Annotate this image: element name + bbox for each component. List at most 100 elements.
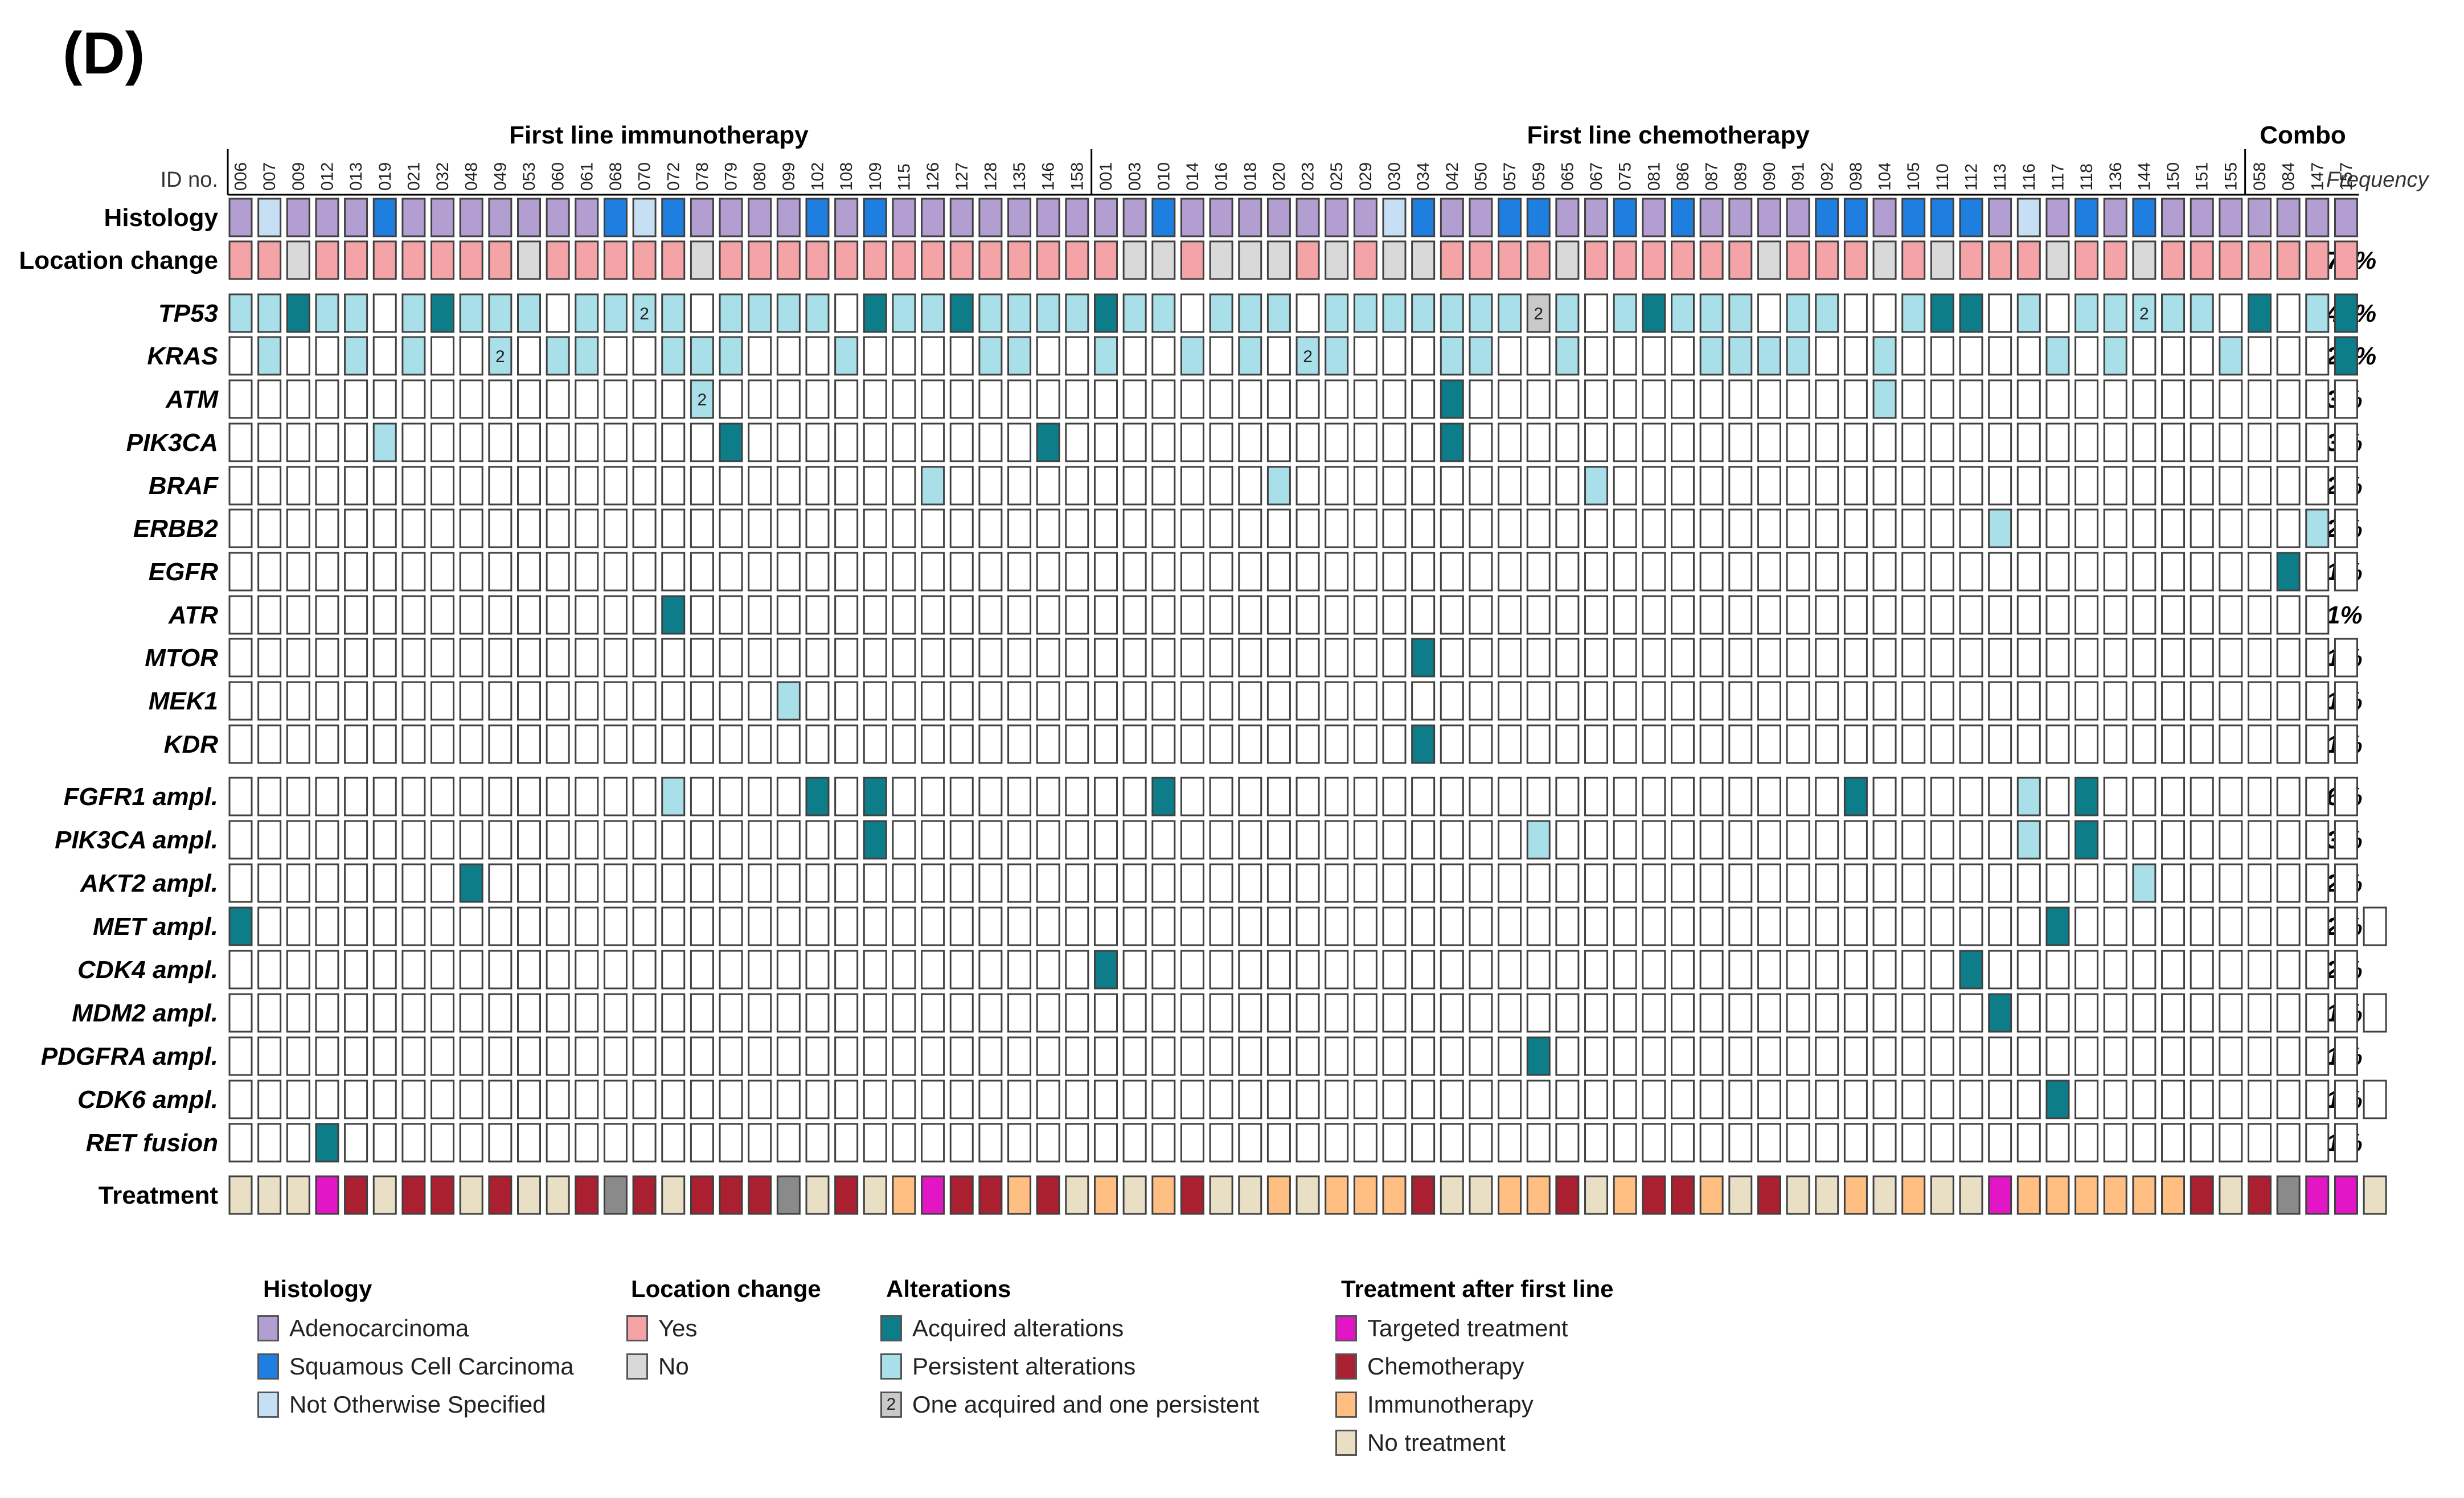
gene-cell-mek1-068 (603, 681, 628, 721)
location-cell-053 (517, 240, 541, 280)
gene-cell-mek1-151 (2190, 681, 2214, 721)
gene-cell-pik3ca-032 (431, 422, 455, 462)
location-cell-023 (1295, 240, 1320, 280)
gene-cell-pik3ca-053 (517, 422, 541, 462)
gene-label-mdm2-ampl: MDM2 ampl. (72, 999, 218, 1027)
gene-cell-akt2-ampl-003 (1122, 863, 1147, 903)
gene-cell-ret-fusion-084 (2276, 1123, 2301, 1163)
gene-cell-mdm2-ampl-053 (517, 993, 541, 1033)
gene-cell-egfr-029 (1353, 552, 1377, 592)
gene-cell-pik3ca-ampl-084 (2276, 820, 2301, 860)
gene-cell-cdk6-ampl-019 (372, 1080, 397, 1119)
gene-cell-mek1-092 (1815, 681, 1839, 721)
gene-cell-cdk6-ampl-079 (719, 1080, 743, 1119)
gene-cell-met-ampl-090 (1757, 906, 1781, 946)
gene-cell-mtor-155 (2219, 638, 2243, 678)
gene-cell-erbb2-144 (2132, 508, 2156, 548)
location-cell-020 (1266, 240, 1291, 280)
gene-cell-braf-092 (1815, 466, 1839, 506)
gene-cell-cdk4-ampl-116 (2016, 950, 2041, 990)
gene-cell-cdk6-ampl-030 (1382, 1080, 1407, 1119)
gene-cell-kdr-034 (1411, 724, 1436, 764)
gene-label-cdk6-ampl: CDK6 ampl. (77, 1086, 218, 1114)
gene-cell-pik3ca-ampl-155 (2219, 820, 2243, 860)
gene-cell-cdk6-ampl-099 (776, 1080, 801, 1119)
gene-cell-atm-019 (372, 379, 397, 419)
gene-cell-egfr-050 (1469, 552, 1493, 592)
gene-cell-pdgfra-ampl-029 (1353, 1036, 1377, 1076)
gene-cell-pik3ca-059 (1526, 422, 1551, 462)
gene-cell-braf-117 (2045, 466, 2070, 506)
location-cell-091 (1786, 240, 1810, 280)
gene-cell-tp53-089 (1728, 293, 1753, 333)
gene-cell-pik3ca-ampl-080 (748, 820, 772, 860)
gene-cell-atm-042 (1440, 379, 1464, 419)
gene-cell-met-ampl-042 (1440, 906, 1464, 946)
gene-cell-cdk6-ampl-016 (1209, 1080, 1233, 1119)
location-cell-117 (2045, 240, 2070, 280)
gene-cell-egfr-016 (1209, 552, 1233, 592)
gene-cell-braf-112 (1959, 466, 1983, 506)
gene-cell-atm-081 (1642, 379, 1666, 419)
gene-cell-atm-092 (1815, 379, 1839, 419)
gene-cell-erbb2-105 (1901, 508, 1926, 548)
gene-cell-atm-126 (921, 379, 945, 419)
gene-cell-kras-070 (632, 336, 657, 376)
gene-cell-akt2-ampl-075 (1613, 863, 1637, 903)
gene-cell-mek1-079 (719, 681, 743, 721)
gene-cell-braf-019 (372, 466, 397, 506)
patient-id-012: 012 (318, 162, 337, 191)
gene-cell-erbb2-116 (2016, 508, 2041, 548)
gene-cell-mdm2-ampl-117 (2045, 993, 2070, 1033)
gene-cell-met-ampl-010 (1151, 906, 1176, 946)
gene-cell-kdr-127 (949, 724, 974, 764)
patient-id-155: 155 (2221, 162, 2240, 191)
gene-cell-cdk4-ampl-089 (1728, 950, 1753, 990)
gene-cell-erbb2-118 (2074, 508, 2099, 548)
location-cell-099 (776, 240, 801, 280)
gene-cell-pdgfra-ampl-081 (1642, 1036, 1666, 1076)
gene-cell-braf-110 (1930, 466, 1954, 506)
gene-cell-egfr-126 (921, 552, 945, 592)
gene-cell-met-ampl-030 (1382, 906, 1407, 946)
gene-cell-egfr-115 (892, 552, 916, 592)
gene-cell-cdk4-ampl-061 (575, 950, 599, 990)
gene-cell-fgfr1-ampl-049 (488, 777, 513, 816)
gene-cell-atr-084 (2276, 595, 2301, 635)
patient-id-147: 147 (2308, 162, 2327, 191)
gene-cell-fgfr1-ampl-058 (2248, 777, 2272, 816)
gene-cell-pdgfra-ampl-030 (1382, 1036, 1407, 1076)
gene-cell-erbb2-020 (1266, 508, 1291, 548)
location-cell-118 (2074, 240, 2099, 280)
treatment-cell-068 (603, 1175, 628, 1215)
gene-cell-cdk4-ampl-057 (1498, 950, 1522, 990)
gene-cell-fgfr1-ampl-016 (1209, 777, 1233, 816)
gene-cell-egfr-108 (834, 552, 859, 592)
gene-label-tp53: TP53 (158, 299, 218, 327)
gene-cell-akt2-ampl-084 (2276, 863, 2301, 903)
gene-cell-kras-075 (1613, 336, 1637, 376)
patient-id-006: 006 (232, 162, 251, 191)
histology-cell-068 (603, 198, 628, 237)
gene-cell-tp53-081 (1642, 293, 1666, 333)
location-cell-059 (1526, 240, 1551, 280)
histology-cell-113 (1988, 198, 2012, 237)
gene-cell-tp53-059-mark: 2 (1534, 305, 1543, 323)
gene-cell-pik3ca-109 (863, 422, 887, 462)
gene-cell-pik3ca-ampl-042 (1440, 820, 1464, 860)
gene-cell-cdk6-ampl-144 (2132, 1080, 2156, 1119)
gene-cell-pik3ca-ampl-021 (401, 820, 426, 860)
patient-id-010: 010 (1154, 162, 1173, 191)
gene-cell-tp53-115 (892, 293, 916, 333)
gene-cell-akt2-ampl-042 (1440, 863, 1464, 903)
gene-cell-atr-029 (1353, 595, 1377, 635)
gene-cell-fgfr1-ampl-053 (517, 777, 541, 816)
location-cell-048 (459, 240, 483, 280)
gene-cell-kras-147 (2305, 336, 2330, 376)
gene-cell-kras-023-mark: 2 (1303, 347, 1313, 366)
gene-cell-met-ampl-007 (257, 906, 282, 946)
gene-cell-pik3ca-ampl-089 (1728, 820, 1753, 860)
gene-cell-atm-084 (2276, 379, 2301, 419)
gene-cell-mdm2-ampl-087 (1699, 993, 1724, 1033)
gene-cell-met-ampl-067 (1584, 906, 1609, 946)
